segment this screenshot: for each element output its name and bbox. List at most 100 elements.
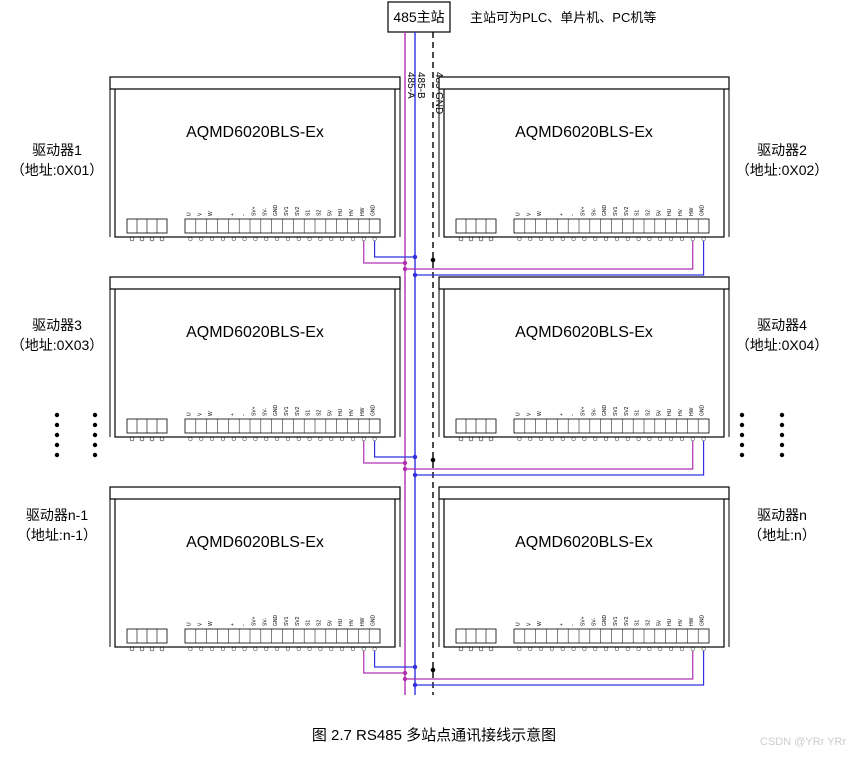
svg-text:U: U bbox=[515, 412, 521, 416]
ellipsis-dot bbox=[93, 453, 97, 457]
device-title: AQMD6020BLS-Ex bbox=[186, 124, 324, 141]
svg-text:SV+: SV+ bbox=[580, 616, 586, 626]
svg-text:S2: S2 bbox=[645, 410, 651, 416]
svg-text:S2: S2 bbox=[316, 620, 322, 626]
svg-text:GND: GND bbox=[273, 405, 279, 417]
device-title: AQMD6020BLS-Ex bbox=[186, 534, 324, 551]
svg-text:GND: GND bbox=[371, 405, 377, 417]
svg-text:5V: 5V bbox=[327, 619, 333, 626]
ellipsis-dot bbox=[780, 453, 784, 457]
svg-text:HU: HU bbox=[667, 408, 673, 416]
svg-text:HV: HV bbox=[678, 618, 684, 626]
svg-text:HW: HW bbox=[360, 207, 366, 216]
svg-text:S1: S1 bbox=[635, 410, 641, 416]
svg-text:SV2: SV2 bbox=[624, 616, 630, 626]
svg-text:SV1: SV1 bbox=[613, 406, 619, 416]
svg-text:+: + bbox=[230, 213, 236, 216]
svg-text:U: U bbox=[186, 622, 192, 626]
svg-text:S2: S2 bbox=[645, 210, 651, 216]
svg-text:SV1: SV1 bbox=[613, 206, 619, 216]
side-label-4-addr: （地址:n-1） bbox=[17, 527, 97, 543]
ellipsis-dot bbox=[93, 423, 97, 427]
svg-text:5V: 5V bbox=[656, 619, 662, 626]
svg-text:GND: GND bbox=[700, 615, 706, 627]
svg-text:GND: GND bbox=[602, 405, 608, 417]
svg-text:U: U bbox=[515, 622, 521, 626]
svg-text:W: W bbox=[208, 211, 214, 216]
ellipsis-dot bbox=[740, 453, 744, 457]
svg-text:SV-: SV- bbox=[591, 208, 597, 216]
svg-text:HW: HW bbox=[360, 407, 366, 416]
ellipsis-dot bbox=[740, 413, 744, 417]
svg-text:SV-: SV- bbox=[262, 208, 268, 216]
ellipsis-dot bbox=[740, 433, 744, 437]
master-note: 主站可为PLC、单片机、PC机等 bbox=[470, 10, 656, 25]
svg-text:HW: HW bbox=[689, 617, 695, 626]
ellipsis-dot bbox=[740, 443, 744, 447]
svg-text:HV: HV bbox=[678, 208, 684, 216]
svg-text:SV1: SV1 bbox=[613, 616, 619, 626]
side-label-3-addr: （地址:0X04） bbox=[736, 337, 829, 353]
svg-text:GND: GND bbox=[700, 405, 706, 417]
svg-text:+: + bbox=[559, 213, 565, 216]
svg-text:HU: HU bbox=[338, 408, 344, 416]
side-label-1: 驱动器2 bbox=[757, 142, 807, 158]
side-label-5-addr: （地址:n） bbox=[748, 527, 816, 543]
ellipsis-dot bbox=[780, 433, 784, 437]
svg-text:SV2: SV2 bbox=[624, 206, 630, 216]
device-title: AQMD6020BLS-Ex bbox=[186, 324, 324, 341]
svg-text:SV-: SV- bbox=[591, 618, 597, 626]
svg-text:HW: HW bbox=[689, 207, 695, 216]
svg-text:W: W bbox=[537, 621, 543, 626]
ellipsis-dot bbox=[93, 433, 97, 437]
svg-text:HU: HU bbox=[667, 618, 673, 626]
svg-text:S1: S1 bbox=[635, 210, 641, 216]
ellipsis-dot bbox=[780, 443, 784, 447]
master-label: 485主站 bbox=[393, 9, 444, 25]
svg-text:SV2: SV2 bbox=[295, 206, 301, 216]
ellipsis-dot bbox=[780, 423, 784, 427]
svg-text:W: W bbox=[537, 411, 543, 416]
side-label-2: 驱动器3 bbox=[32, 317, 82, 333]
device-title: AQMD6020BLS-Ex bbox=[515, 124, 653, 141]
ellipsis-dot bbox=[93, 413, 97, 417]
ellipsis-dot bbox=[780, 413, 784, 417]
svg-text:5V: 5V bbox=[656, 209, 662, 216]
svg-text:U: U bbox=[186, 212, 192, 216]
svg-text:GND: GND bbox=[371, 615, 377, 627]
ellipsis-dot bbox=[740, 423, 744, 427]
svg-text:S1: S1 bbox=[306, 210, 312, 216]
svg-text:HV: HV bbox=[349, 408, 355, 416]
svg-text:HW: HW bbox=[360, 617, 366, 626]
side-label-3: 驱动器4 bbox=[757, 317, 807, 333]
svg-text:SV-: SV- bbox=[262, 408, 268, 416]
svg-text:SV+: SV+ bbox=[580, 206, 586, 216]
svg-text:SV2: SV2 bbox=[295, 616, 301, 626]
svg-text:SV+: SV+ bbox=[251, 616, 257, 626]
side-label-0: 驱动器1 bbox=[32, 142, 82, 158]
svg-text:W: W bbox=[208, 411, 214, 416]
svg-text:HV: HV bbox=[349, 618, 355, 626]
svg-text:SV-: SV- bbox=[591, 408, 597, 416]
bus-label-B: 485-B bbox=[415, 72, 426, 99]
svg-text:HU: HU bbox=[667, 208, 673, 216]
svg-text:5V: 5V bbox=[327, 409, 333, 416]
svg-text:SV+: SV+ bbox=[251, 406, 257, 416]
svg-text:HU: HU bbox=[338, 618, 344, 626]
svg-text:+: + bbox=[230, 413, 236, 416]
svg-text:GND: GND bbox=[371, 205, 377, 217]
svg-text:W: W bbox=[208, 621, 214, 626]
svg-text:S1: S1 bbox=[306, 620, 312, 626]
svg-text:U: U bbox=[186, 412, 192, 416]
svg-text:HV: HV bbox=[678, 408, 684, 416]
svg-text:SV2: SV2 bbox=[295, 406, 301, 416]
svg-text:GND: GND bbox=[602, 205, 608, 217]
ellipsis-dot bbox=[93, 443, 97, 447]
svg-text:SV1: SV1 bbox=[284, 616, 290, 626]
ellipsis-dot bbox=[55, 453, 59, 457]
svg-text:W: W bbox=[537, 211, 543, 216]
svg-text:S1: S1 bbox=[306, 410, 312, 416]
svg-text:SV1: SV1 bbox=[284, 206, 290, 216]
side-label-1-addr: （地址:0X02） bbox=[736, 162, 829, 178]
svg-text:5V: 5V bbox=[656, 409, 662, 416]
